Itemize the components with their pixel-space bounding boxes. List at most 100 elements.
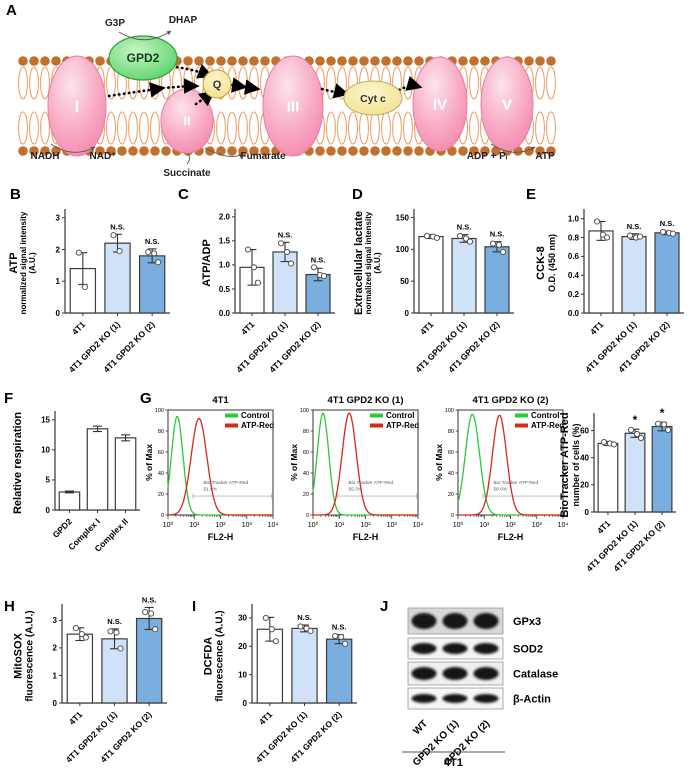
data-point [627,426,635,433]
bar [597,442,619,513]
bar [588,230,614,314]
y-axis-title-sub: O.D. (450 nm) [547,233,558,293]
y-tick-label: 60 [580,426,589,435]
x-tick-label: 10² [215,522,226,529]
y-tick-label: 0 [405,309,410,318]
y-axis-title-sub: fluorescence (A.U.) [214,609,226,702]
y-axis-title: DCFDA fluorescence (A.U.) [202,610,226,701]
complex-iii [262,55,324,157]
reaction-arrow [50,143,96,153]
significance-label: N.S. [142,595,157,604]
lipid-tail [546,66,556,100]
lipid-head [414,146,424,156]
panel-letter-e: E [526,186,537,203]
x-tick-label: 10¹ [189,522,200,529]
data-point [636,233,644,240]
legend-label: Control [241,411,269,420]
y-tick-label: 3 [56,214,61,223]
data-point [456,232,464,240]
electron-flow-arrow [397,75,423,92]
metabolite-label: NAD⁺ [90,151,117,162]
panel-letter-j: J [380,598,389,615]
y-axis-title: MitoSOX fluorescence (A.U.) [12,610,36,701]
lipid-tail [40,111,50,145]
blot-band [473,613,499,629]
legend-swatch [370,423,383,428]
data-point [669,230,677,237]
data-point [145,248,152,256]
data-point [423,232,431,240]
blot-target-label: GPx3 [513,616,541,628]
y-tick-label: 80 [158,429,164,435]
data-point [78,631,85,638]
data-point [466,238,474,245]
lipid-tail [249,111,259,145]
legend-label: ATP-Red [531,421,564,430]
significance-label: N.S. [110,222,125,231]
data-point [489,240,497,247]
category-label: 4T1 [70,319,88,337]
category-label: 4T1 [418,319,436,337]
lipid-tail [40,66,50,100]
y-tick-label: 0 [306,513,309,519]
panel-letter-d: D [352,186,363,203]
blot-band [473,643,499,654]
lipid-tail [348,111,358,145]
data-point [268,626,275,633]
lipid-head [106,146,116,156]
bar [114,437,137,511]
y-axis-title: % of Max [434,444,444,481]
lipid-head [524,56,534,66]
category-label: 4T1 [257,709,275,727]
plot-title: 4T1 GPD2 KO (2) [472,395,548,406]
lipid-head [546,146,556,156]
data-point [307,627,314,635]
lipid-head [139,146,149,156]
complex-iii-label: III [287,98,300,115]
data-point [142,609,149,616]
data-point [660,421,668,428]
data-point [332,632,339,640]
x-axis-title: FL2-H [498,532,524,542]
significance-label: N.S. [311,255,326,264]
y-tick-label: 1.0 [219,261,231,270]
data-point [499,248,507,255]
lipid-head [40,56,50,66]
bar [418,235,444,314]
lipid-head [403,56,413,66]
ubiquinone-label: Q [213,79,222,91]
lipid-tail [403,66,413,100]
flow-histogram-svg: 4T1 GPD2 KO (1) 0 20 40 60 80 100 10⁰ 10¹ 10² 10³ 1… [289,395,423,542]
histogram-curve-atp-red [313,412,418,516]
x-tick-label: 10³ [532,522,543,529]
bar [621,235,647,314]
significance-label: N.S. [627,222,642,231]
category-label: 4T1 [239,319,257,337]
panel-letter-f: F [4,390,14,407]
y-axis-title: Extracellular lactate normalized signal i… [353,211,383,315]
lipid-head [535,56,545,66]
metabolite-label: ATP [535,151,555,162]
y-tick-label: 60 [303,450,309,456]
panel-letter-c: C [178,186,189,203]
flow-histogram-svg: 4T1 0 20 40 60 80 100 10⁰ 10¹ 10² 10³ 10⁴ Bio Tracke… [144,395,278,542]
lipid-head [458,146,468,156]
data-point [633,430,641,438]
metabolite-label: ADP + Pᵢ [467,151,508,162]
data-point [593,218,601,225]
metabolite-label: DHAP [169,15,198,26]
complex-i-label: I [75,97,80,116]
y-tick-label: 0 [46,506,51,515]
gate-label: Bio Tracker ATP-Red [348,480,393,486]
data-point [310,264,318,271]
lipid-tail [392,111,402,145]
bar [651,425,673,513]
blot-band [411,643,437,654]
lipid-head [238,146,248,156]
lipid-head [260,146,270,156]
data-point [262,614,269,622]
lipid-head [403,146,413,156]
